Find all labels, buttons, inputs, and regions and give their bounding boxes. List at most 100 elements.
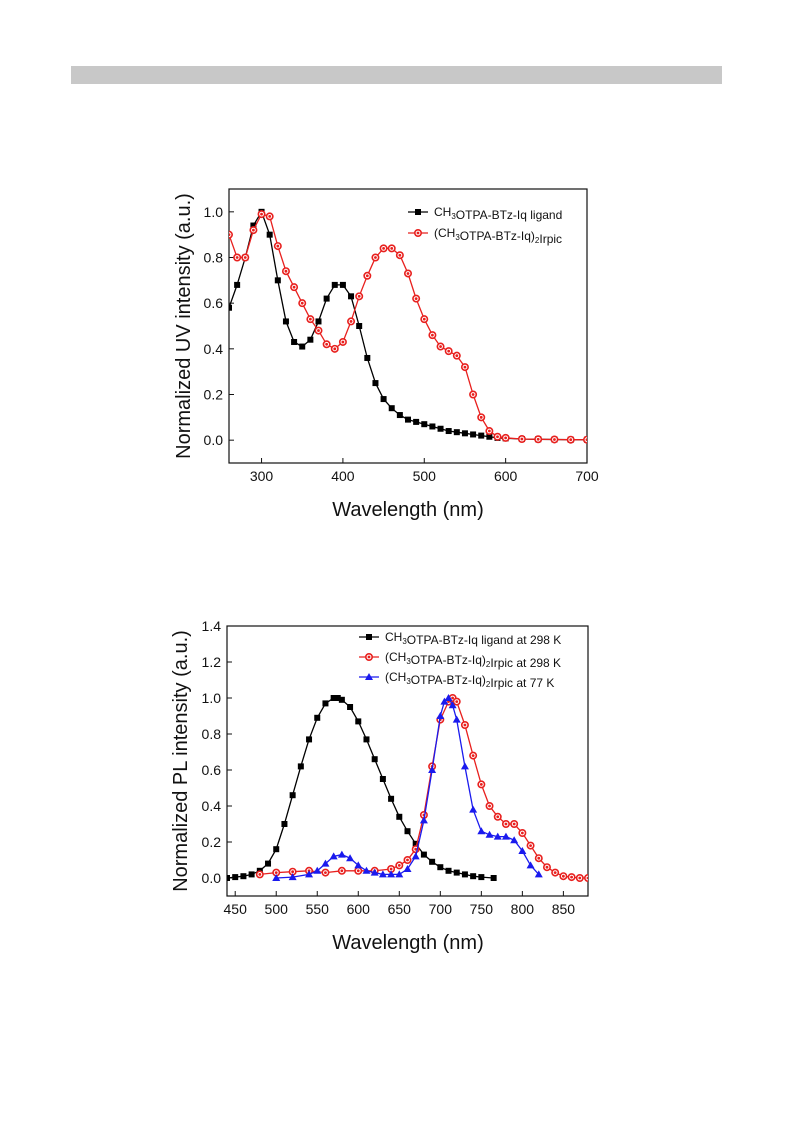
- data-point: [337, 850, 346, 858]
- y-axis-title: Normalized UV intensity (a.u.): [173, 193, 195, 459]
- series-2: [272, 694, 543, 881]
- data-point: [388, 405, 395, 412]
- data-point: [380, 396, 387, 403]
- y-tick-label: 0.4: [202, 798, 222, 814]
- data-point: [288, 873, 297, 881]
- data-point: [240, 873, 247, 880]
- data-point: [289, 792, 296, 799]
- data-point: [234, 281, 241, 288]
- x-axis-title: Wavelength (nm): [332, 499, 484, 521]
- data-point: [396, 412, 403, 419]
- data-point: [387, 870, 396, 878]
- series-line: [229, 210, 587, 441]
- series-1: [229, 210, 587, 444]
- data-point: [583, 435, 587, 444]
- data-point: [445, 428, 452, 435]
- data-point: [266, 231, 273, 238]
- data-point: [461, 871, 468, 878]
- series-line: [227, 697, 494, 879]
- data-point: [248, 871, 255, 878]
- data-point: [453, 429, 460, 436]
- data-point: [232, 874, 239, 881]
- data-point: [372, 380, 379, 387]
- y-tick-label: 0.8: [204, 250, 224, 266]
- data-point: [229, 304, 232, 311]
- data-point: [429, 858, 436, 865]
- data-point: [421, 421, 428, 428]
- x-tick-label: 700: [575, 468, 599, 484]
- legend-marker: [365, 673, 373, 680]
- data-point: [339, 281, 346, 288]
- data-point: [518, 847, 527, 854]
- data-point: [420, 851, 427, 858]
- x-tick-label: 400: [331, 468, 355, 484]
- data-point: [291, 338, 298, 345]
- x-tick-label: 600: [347, 901, 371, 917]
- data-point: [510, 836, 519, 844]
- data-point: [493, 832, 502, 840]
- series-line: [229, 213, 587, 441]
- x-tick-label: 300: [250, 468, 274, 484]
- data-point: [378, 870, 387, 878]
- plot-frame: [226, 625, 589, 897]
- data-point: [396, 813, 403, 820]
- legend-marker: [415, 209, 421, 215]
- x-tick-label: 600: [494, 468, 518, 484]
- series-1: [255, 693, 588, 882]
- data-point: [370, 868, 379, 876]
- page-header-bar: [71, 66, 722, 84]
- data-point: [478, 874, 485, 881]
- data-point: [470, 431, 477, 438]
- legend-entry: (CH3OTPA-BTz-Iq)2Irpic: [408, 226, 562, 246]
- data-point: [584, 874, 588, 882]
- data-point: [437, 864, 444, 871]
- data-point: [306, 736, 313, 743]
- data-point: [444, 694, 453, 701]
- x-tick-label: 700: [429, 901, 453, 917]
- legend-label: CH3OTPA-BTz-Iq ligand: [434, 205, 562, 222]
- data-point: [347, 704, 354, 710]
- data-point: [322, 700, 329, 707]
- data-point: [338, 696, 345, 703]
- y-tick-label: 0.6: [204, 295, 224, 311]
- x-axis-title: Wavelength (nm): [332, 932, 484, 954]
- legend-entry: CH3OTPA-BTz-Iq ligand: [408, 205, 562, 222]
- data-point: [273, 846, 280, 853]
- data-point: [404, 828, 411, 835]
- data-point: [229, 230, 233, 239]
- series-line: [276, 696, 540, 879]
- data-point: [413, 418, 420, 425]
- data-point: [305, 870, 314, 878]
- data-point: [436, 712, 445, 719]
- data-point: [470, 873, 477, 880]
- data-point: [501, 832, 510, 840]
- y-tick-label: 0.6: [202, 762, 222, 778]
- data-point: [272, 874, 281, 881]
- data-point: [321, 859, 330, 867]
- data-point: [282, 318, 289, 325]
- data-point: [227, 875, 230, 881]
- data-point: [331, 281, 338, 288]
- data-point: [490, 875, 497, 881]
- data-point: [250, 222, 257, 229]
- data-point: [329, 852, 338, 860]
- data-point: [388, 795, 395, 802]
- y-tick-label: 0.2: [202, 834, 222, 850]
- data-point: [478, 432, 485, 439]
- data-point: [411, 852, 420, 860]
- data-point: [363, 736, 370, 743]
- y-tick-label: 0.0: [202, 870, 222, 886]
- legend-entry: CH3OTPA-BTz-Iq ligand at 298 K: [359, 630, 561, 647]
- data-point: [364, 354, 371, 361]
- x-tick-label: 450: [224, 901, 248, 917]
- data-point: [419, 816, 428, 824]
- data-point: [379, 776, 386, 782]
- legend-marker: [366, 634, 372, 640]
- data-point: [412, 840, 419, 847]
- data-point: [440, 697, 449, 705]
- data-point: [371, 756, 378, 763]
- y-tick-label: 1.4: [202, 618, 222, 634]
- data-point: [445, 867, 452, 874]
- data-point: [297, 763, 304, 770]
- data-point: [428, 766, 437, 773]
